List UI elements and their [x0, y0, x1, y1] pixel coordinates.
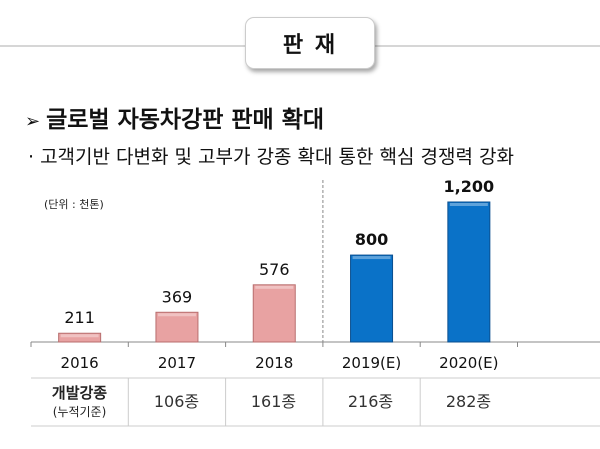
table-cell: 216종 [347, 392, 394, 411]
bar-2019(E) [350, 254, 394, 343]
bar-highlight [157, 313, 196, 317]
arrow-bullet-icon: ➢ [25, 111, 41, 132]
category-label: 2018 [255, 354, 293, 372]
category-label: 2020(E) [439, 354, 498, 372]
heading: ➢ 글로벌 자동차강판 판매 확대 [25, 100, 324, 134]
bar-highlight [449, 203, 488, 206]
row-sublabel: (누적기준) [52, 405, 107, 419]
bar-2018 [252, 284, 296, 343]
table-cell: 106종 [153, 392, 200, 411]
category-label: 2019(E) [342, 354, 401, 372]
table-cell: 161종 [250, 392, 297, 411]
section-title: 판 재 [245, 17, 375, 69]
data-label: 800 [355, 230, 388, 249]
unit-label: (단위 : 천톤) [44, 198, 104, 211]
bar-highlight [352, 256, 391, 260]
data-label: 369 [162, 287, 193, 306]
data-label: 211 [64, 308, 95, 327]
category-label: 2017 [158, 354, 196, 372]
bar-2017 [155, 311, 199, 343]
bar-highlight [255, 285, 294, 289]
data-label: 1,200 [444, 177, 495, 196]
heading-text: 글로벌 자동차강판 판매 확대 [46, 107, 325, 133]
table-cell: 282종 [445, 392, 492, 411]
bar-highlight [60, 334, 99, 338]
bar-2020(E) [447, 201, 491, 343]
bar-2016 [58, 332, 102, 343]
category-label: 2016 [61, 354, 99, 372]
subheading: · 고객기반 다변화 및 고부가 강종 확대 통한 핵심 경쟁력 강화 [28, 146, 514, 168]
table-row-label: 개발강종 (누적기준) [31, 382, 128, 420]
data-label: 576 [259, 260, 290, 279]
row-label: 개발강종 [51, 384, 108, 402]
